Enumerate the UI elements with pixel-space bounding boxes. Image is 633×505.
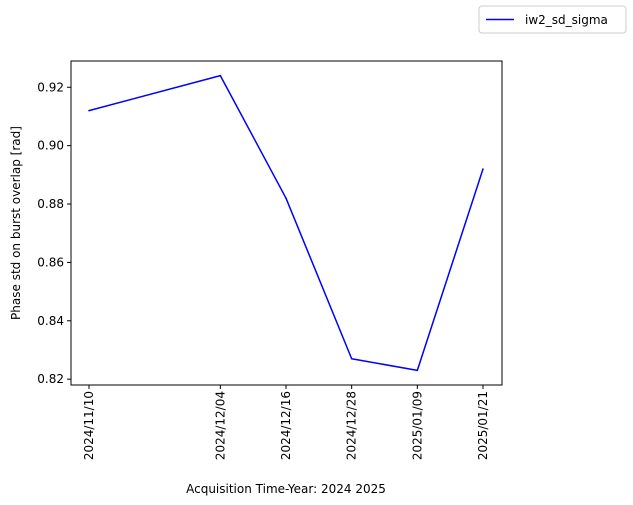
legend-label: iw2_sd_sigma <box>525 13 608 27</box>
series-line <box>88 74 484 372</box>
y-tick-label: 0.88 <box>37 197 64 211</box>
y-tick-label: 0.86 <box>37 255 64 269</box>
plot-frame <box>70 60 503 386</box>
plot-layer <box>88 74 484 372</box>
y-axis-label: Phase std on burst overlap [rad] <box>9 126 23 320</box>
y-tick-label: 0.90 <box>37 139 64 153</box>
data-point <box>219 74 222 77</box>
legend-box <box>478 5 627 34</box>
x-tick-label: 2024/12/28 <box>345 391 359 460</box>
data-point <box>285 197 287 199</box>
x-tick-label: 2024/12/16 <box>279 391 293 460</box>
data-point <box>350 357 353 360</box>
legend: iw2_sd_sigma <box>478 5 627 34</box>
y-tick-label: 0.84 <box>37 314 64 328</box>
y-tick-label: 0.92 <box>37 80 64 94</box>
data-point <box>416 369 419 372</box>
y-tick-label: 0.82 <box>37 372 64 386</box>
x-axis-label: Acquisition Time-Year: 2024 2025 <box>186 482 386 496</box>
x-axis: 2024/11/10 2024/12/04 2024/12/16 2024/12/28… <box>82 385 490 460</box>
data-point <box>482 168 484 170</box>
x-tick-label: 2024/12/04 <box>213 391 227 460</box>
data-point <box>88 109 90 112</box>
y-axis: 0.82 0.84 0.86 0.88 0.90 0.92 <box>37 80 71 386</box>
x-tick-label: 2025/01/09 <box>410 391 424 460</box>
x-tick-label: 2024/11/10 <box>82 391 96 460</box>
x-tick-label: 2025/01/21 <box>476 391 490 460</box>
